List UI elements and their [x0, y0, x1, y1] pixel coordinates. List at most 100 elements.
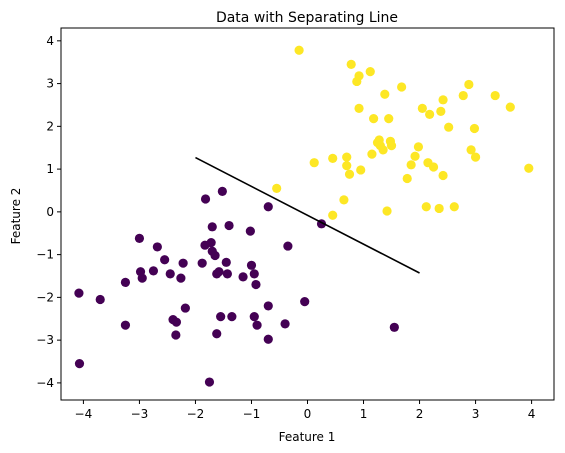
data-point-class-1 — [354, 103, 364, 113]
data-point-class-1 — [380, 89, 390, 99]
data-point-class-1 — [444, 122, 454, 132]
data-point-class-0 — [134, 233, 145, 243]
data-point-class-0 — [245, 226, 255, 236]
plot-area — [74, 45, 534, 387]
data-point-class-0 — [120, 320, 131, 330]
data-point-class-0 — [224, 220, 234, 231]
data-point-class-1 — [458, 90, 468, 101]
y-tick-label: −1 — [36, 248, 54, 262]
data-point-class-1 — [425, 109, 435, 119]
data-point-class-1 — [344, 169, 355, 179]
data-point-class-1 — [356, 165, 366, 175]
data-point-class-0 — [176, 273, 186, 283]
data-point-class-1 — [272, 183, 282, 193]
data-point-class-0 — [263, 301, 273, 311]
data-point-class-0 — [171, 317, 182, 327]
data-point-class-0 — [204, 377, 215, 387]
data-point-class-1 — [449, 202, 459, 212]
data-point-class-1 — [339, 195, 349, 205]
y-tick-label: 0 — [46, 205, 54, 219]
data-point-class-0 — [137, 273, 147, 283]
data-point-class-1 — [428, 162, 439, 172]
data-point-class-0 — [389, 322, 399, 332]
data-point-class-0 — [95, 294, 105, 305]
data-point-class-0 — [180, 303, 190, 313]
y-tick-label: −2 — [36, 290, 54, 304]
data-point-class-1 — [378, 145, 388, 155]
data-point-class-1 — [505, 102, 515, 112]
y-tick-label: 2 — [46, 119, 54, 133]
data-point-class-1 — [328, 153, 338, 164]
data-point-class-1 — [438, 170, 448, 181]
data-point-class-0 — [280, 319, 290, 329]
series-class-0 — [74, 186, 399, 387]
data-point-class-0 — [249, 312, 259, 322]
data-point-class-0 — [207, 222, 217, 232]
data-point-class-1 — [384, 114, 394, 124]
x-tick-label: 4 — [528, 407, 536, 421]
x-tick-label: −4 — [75, 407, 93, 421]
data-point-class-0 — [251, 279, 261, 290]
x-tick-label: −3 — [131, 407, 149, 421]
data-point-class-1 — [294, 45, 304, 55]
data-point-class-0 — [206, 238, 216, 248]
x-axis-label: Feature 1 — [279, 430, 336, 444]
data-point-class-0 — [238, 272, 248, 282]
data-point-class-0 — [300, 297, 310, 307]
data-point-class-0 — [246, 260, 257, 270]
data-point-class-0 — [197, 258, 207, 268]
data-point-class-0 — [263, 334, 273, 344]
data-point-class-1 — [464, 79, 474, 90]
data-point-class-1 — [354, 71, 364, 81]
data-point-class-1 — [309, 158, 319, 168]
data-point-class-1 — [386, 140, 397, 151]
data-point-class-1 — [469, 123, 480, 134]
data-point-class-0 — [227, 312, 237, 322]
data-point-class-0 — [74, 288, 84, 298]
data-point-class-1 — [524, 163, 534, 173]
data-point-class-0 — [74, 359, 85, 369]
x-tick-label: 0 — [304, 407, 312, 421]
data-point-class-0 — [178, 258, 188, 268]
data-point-class-0 — [148, 266, 159, 276]
data-point-class-1 — [413, 142, 424, 152]
data-point-class-0 — [212, 329, 222, 339]
data-point-class-0 — [249, 269, 259, 279]
x-tick-label: 3 — [472, 407, 480, 421]
data-point-class-1 — [466, 145, 476, 155]
axes: −4 −3 −2 −1 0 1 2 3 4 −4 −3 −2 −1 0 1 2 3 4 — [36, 27, 555, 421]
data-point-class-0 — [160, 255, 170, 265]
data-point-class-1 — [434, 203, 444, 214]
x-tick-label: 1 — [360, 407, 368, 421]
data-point-class-0 — [120, 277, 131, 288]
data-point-class-0 — [283, 241, 293, 251]
data-point-class-1 — [382, 206, 392, 216]
data-point-class-1 — [369, 114, 379, 124]
data-point-class-1 — [421, 202, 431, 212]
data-point-class-0 — [252, 320, 262, 330]
y-tick-label: −3 — [36, 333, 54, 347]
data-point-class-1 — [417, 103, 427, 113]
data-point-class-0 — [165, 269, 175, 279]
data-point-class-0 — [222, 269, 232, 279]
series-class-1 — [272, 45, 534, 220]
data-point-class-1 — [406, 160, 416, 170]
separating-line — [195, 156, 420, 274]
data-point-class-0 — [221, 257, 231, 267]
data-point-class-1 — [365, 67, 375, 77]
data-point-class-0 — [171, 330, 181, 340]
x-tick-label: 2 — [416, 407, 424, 421]
x-tick-label: −2 — [187, 407, 205, 421]
data-point-class-1 — [397, 82, 407, 92]
data-point-class-1 — [342, 161, 352, 171]
data-point-class-1 — [346, 59, 356, 69]
y-tick-label: 3 — [46, 77, 54, 91]
y-tick-label: 1 — [46, 162, 54, 176]
x-tick-label: −1 — [243, 407, 261, 421]
data-point-class-1 — [490, 90, 500, 101]
data-point-class-1 — [410, 151, 420, 161]
data-point-class-0 — [152, 242, 162, 252]
data-point-class-0 — [217, 186, 227, 196]
